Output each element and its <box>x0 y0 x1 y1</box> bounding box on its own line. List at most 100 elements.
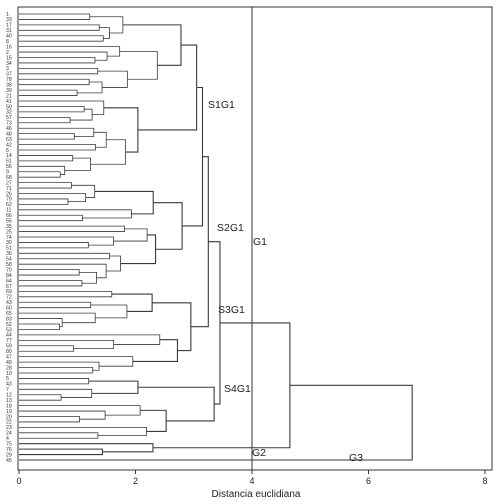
leaf-label: 74 <box>6 235 12 241</box>
leaf-label: 79 <box>6 197 12 203</box>
leaf-label: 37 <box>6 72 12 78</box>
dendrogram-link <box>94 190 154 215</box>
dendrogram-link <box>64 157 91 171</box>
dendrogram-link <box>19 182 72 189</box>
leaf-label: 59 <box>6 344 12 350</box>
dendrogram-link <box>19 252 110 260</box>
leaf-label: 46 <box>6 126 12 132</box>
leaf-label: 10 <box>6 371 12 377</box>
dendrogram-branches <box>19 13 413 461</box>
leaf-label: 13 <box>6 398 12 404</box>
leaf-label: 43 <box>6 300 12 306</box>
dendrogram-link <box>19 318 63 328</box>
dendrogram-link <box>19 116 71 124</box>
leaf-label: 38 <box>6 83 12 89</box>
leaf-label: 71 <box>6 186 12 192</box>
leaf-label: 11 <box>6 208 11 214</box>
dendrogram-link <box>19 46 121 57</box>
leaf-label: 78 <box>6 77 12 83</box>
dendrogram-link <box>19 367 94 374</box>
leaf-label: 12 <box>6 393 12 399</box>
dendrogram-link <box>19 13 91 20</box>
leaf-label: 43 <box>6 382 12 388</box>
dendrogram-link <box>137 386 215 422</box>
leaf-label: 15 <box>6 55 12 61</box>
dendrogram-link <box>19 100 105 116</box>
x-tick-label: 2 <box>133 476 138 486</box>
leaf-label: 25 <box>6 229 12 235</box>
leaf-label: 24 <box>6 431 12 437</box>
leaf-label: 7 <box>6 387 9 393</box>
leaf-label: 26 <box>6 191 12 197</box>
leaf-label: 69 <box>6 289 12 295</box>
leaf-label: 34 <box>6 61 12 67</box>
dendrogram-link <box>19 323 60 330</box>
leaf-label: 6 <box>6 148 9 154</box>
leaf-label: 50 <box>6 104 12 110</box>
dendrogram-link <box>19 345 74 352</box>
leaf-label: 83 <box>6 316 12 322</box>
dendrogram-link <box>19 67 99 75</box>
dendrogram-link <box>19 394 62 401</box>
dendrogram-link <box>19 263 107 279</box>
leaf-label: 41 <box>6 99 12 105</box>
leaf-label: 22 <box>6 420 12 426</box>
leaf-label: 28 <box>6 365 12 371</box>
dendrogram-link <box>93 131 107 148</box>
dendrogram-link <box>19 78 90 86</box>
leaf-label: 45 <box>6 458 12 464</box>
group-label-g3: G3 <box>349 452 363 464</box>
x-axis-label: Distancia euclidiana <box>212 489 301 500</box>
dendrogram-link <box>19 301 92 309</box>
leaf-label: 48 <box>6 131 12 137</box>
leaf-label: 44 <box>6 333 12 339</box>
dendrogram-link <box>19 165 66 175</box>
leaf-label: 70 <box>6 267 12 273</box>
dendrogram-link <box>208 241 221 405</box>
dendrogram-link <box>19 24 100 31</box>
leaf-label: 5 <box>6 376 9 382</box>
leaf-label: 33 <box>6 17 12 23</box>
leaf-label: 36 <box>6 251 12 257</box>
leaf-label: 2 <box>6 50 9 56</box>
leaf-label: 27 <box>6 180 12 186</box>
leaf-label: 32 <box>6 110 12 116</box>
leaf-label: 65 <box>6 311 12 317</box>
dendrogram-link <box>19 133 75 140</box>
dendrogram-link <box>71 184 96 198</box>
leaf-label: 73 <box>6 121 12 127</box>
leaf-label: 67 <box>6 284 12 290</box>
dendrogram-link <box>19 127 95 137</box>
dendrogram-link <box>90 304 128 319</box>
dendrogram-link <box>19 269 80 276</box>
leaf-label: 3 <box>6 66 9 72</box>
dendrogram-link <box>99 27 110 39</box>
dendrogram-link <box>77 81 103 94</box>
dendrogram-link <box>19 198 69 205</box>
leaf-label: 53 <box>6 327 12 333</box>
leaf-label: 8 <box>6 39 9 45</box>
leaf-label: 84 <box>6 273 12 279</box>
x-axis: 0 2 4 6 8 <box>16 470 488 486</box>
dendrogram-link <box>19 416 80 423</box>
leaf-label: 60 <box>6 306 12 312</box>
dendrogram-link <box>19 378 90 385</box>
dendrogram-link <box>19 312 96 324</box>
dendrogram-link <box>19 448 104 456</box>
leaf-label: 52 <box>6 322 12 328</box>
dendrogram-link <box>19 361 100 371</box>
dendrogram-link <box>120 234 157 265</box>
leaf-label: 14 <box>6 153 12 159</box>
leaf-label: 30 <box>6 240 12 246</box>
dendrogram-link <box>70 108 93 121</box>
dendrogram-link <box>19 209 132 219</box>
dendrogram-link <box>19 384 413 461</box>
dendrogram-link <box>90 139 126 165</box>
dendrogram-link <box>19 171 61 178</box>
leaf-label: 72 <box>6 295 12 301</box>
dendrogram-link <box>103 107 139 153</box>
dendrogram-link <box>190 156 209 328</box>
dendrogram-link <box>19 443 154 453</box>
leaf-label: 62 <box>6 202 12 208</box>
